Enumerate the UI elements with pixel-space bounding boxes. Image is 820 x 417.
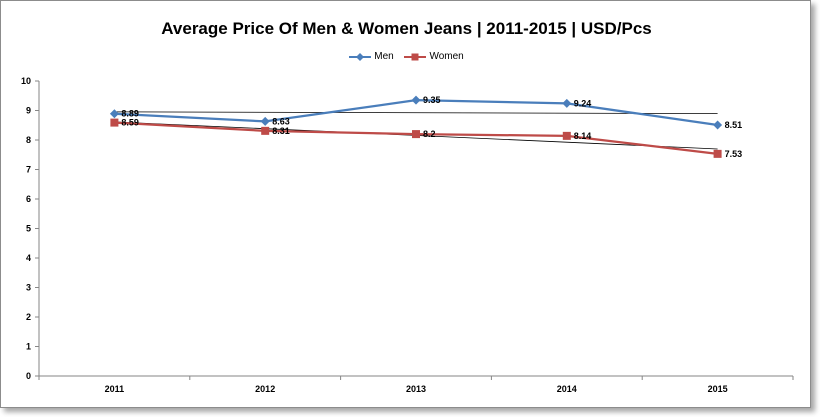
legend: Men Women (1, 51, 812, 65)
y-tick-label: 7 (26, 165, 31, 175)
data-label-men: 8.63 (272, 116, 290, 126)
y-tick-label: 2 (26, 312, 31, 322)
data-label-women: 7.53 (725, 149, 743, 159)
data-label-men: 8.51 (725, 120, 743, 130)
data-point-men (109, 109, 119, 119)
legend-item-women: Women (404, 51, 464, 62)
legend-women-marker (404, 53, 427, 60)
data-point-men (713, 120, 723, 130)
series-line-women (114, 121, 718, 155)
x-tick-label: 2012 (255, 384, 275, 394)
data-point-women (110, 118, 119, 127)
y-tick-label: 10 (21, 76, 31, 86)
x-tick-label: 2014 (557, 384, 577, 394)
data-label-men: 9.35 (423, 95, 441, 105)
y-tick-label: 9 (26, 106, 31, 116)
data-point-men (260, 116, 270, 126)
data-point-women (412, 130, 420, 139)
x-tick-label: 2013 (406, 384, 426, 394)
legend-women-label: Women (429, 51, 464, 62)
data-point-women (562, 131, 571, 140)
x-tick-label: 2011 (105, 384, 125, 394)
data-point-men (562, 98, 572, 108)
chart-title: Average Price Of Men & Women Jeans | 201… (161, 19, 652, 38)
data-label-women: 8.31 (272, 126, 290, 136)
data-label-men: 8.89 (121, 109, 139, 119)
data-point-women (713, 149, 722, 158)
legend-men-marker (349, 52, 372, 61)
plot-area: 0 1 2 3 4 5 6 7 8 9 10 2011 2012 2013 2014 2015 8.89 8.63… (21, 76, 794, 394)
legend-men-label: Men (374, 51, 394, 62)
y-tick-label: 8 (26, 135, 31, 145)
data-label-men: 9.24 (574, 98, 592, 108)
y-tick-label: 0 (26, 371, 31, 381)
legend-item-men: Men (349, 51, 394, 62)
data-point-women (261, 126, 270, 135)
chart-frame: Average Price Of Men & Women Jeans | 201… (0, 0, 811, 408)
data-label-women: 8.2 (423, 129, 436, 139)
trendline-men (114, 111, 718, 115)
x-tick-label: 2015 (708, 384, 728, 394)
data-point-men (411, 95, 421, 105)
y-tick-label: 1 (26, 342, 31, 352)
y-tick-label: 5 (26, 224, 31, 234)
y-tick-label: 6 (26, 194, 31, 204)
data-label-women: 8.14 (574, 131, 592, 141)
y-tick-label: 3 (26, 283, 31, 293)
y-tick-label: 4 (26, 253, 31, 263)
data-label-women: 8.59 (121, 118, 139, 128)
